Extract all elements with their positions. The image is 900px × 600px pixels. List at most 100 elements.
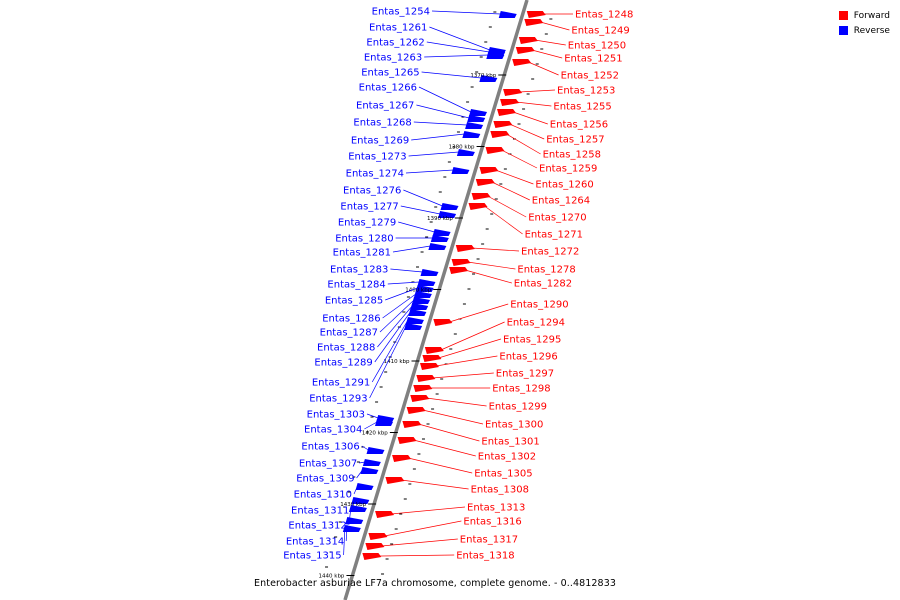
leader-line	[471, 247, 520, 252]
leader-line	[528, 61, 559, 76]
gene-label[interactable]: Entas_1302	[478, 452, 536, 463]
gene-label[interactable]: Entas_1306	[301, 442, 359, 453]
leader-line	[408, 457, 473, 474]
leader-line	[391, 506, 466, 515]
gene-label[interactable]: Entas_1297	[496, 369, 554, 380]
gene-label[interactable]: Entas_1293	[309, 394, 367, 405]
gene-label[interactable]: Entas_1294	[507, 318, 565, 329]
gene-label[interactable]: Entas_1269	[351, 136, 409, 147]
gene-label[interactable]: Entas_1298	[492, 384, 550, 395]
gene-label[interactable]: Entas_1272	[521, 247, 579, 258]
gene-label[interactable]: Entas_1315	[283, 551, 341, 562]
gene-label[interactable]: Entas_1284	[327, 280, 385, 291]
gene-label[interactable]: Entas_1296	[499, 352, 557, 363]
gene-block-entas-1274	[451, 167, 470, 174]
gene-label[interactable]: Entas_1299	[489, 402, 547, 413]
gene-label[interactable]: Entas_1309	[296, 474, 354, 485]
scale-tick-label: 1390 kbp	[427, 216, 453, 222]
gene-label[interactable]: Entas_1259	[539, 164, 597, 175]
gene-label[interactable]: Entas_1249	[571, 26, 629, 37]
gene-block-entas-1258	[490, 131, 510, 138]
gene-block-entas-1277	[438, 211, 457, 218]
gene-label[interactable]: Entas_1267	[356, 101, 414, 112]
gene-block-entas-1278	[451, 259, 471, 266]
gene-block-entas-1253	[503, 89, 523, 96]
leader-line	[379, 299, 415, 333]
gene-label[interactable]: Entas_1278	[517, 265, 575, 276]
gene-label[interactable]: Entas_1311	[291, 506, 349, 517]
leader-line	[501, 149, 538, 169]
gene-label[interactable]: Entas_1310	[294, 490, 352, 501]
gene-block-entas-1267	[467, 115, 486, 122]
gene-label[interactable]: Entas_1260	[535, 180, 593, 191]
gene-block-entas-1280	[430, 235, 449, 242]
gene-label[interactable]: Entas_1262	[366, 38, 424, 49]
leader-line	[484, 205, 523, 235]
gene-label[interactable]: Entas_1308	[471, 485, 529, 496]
gene-label[interactable]: Entas_1295	[503, 335, 561, 346]
gene-block-entas-1279	[432, 229, 451, 236]
gene-block-entas-1272	[455, 245, 475, 252]
gene-label[interactable]: Entas_1312	[288, 521, 346, 532]
gene-label[interactable]: Entas_1252	[561, 71, 619, 82]
leader-line	[449, 303, 509, 323]
gene-label[interactable]: Entas_1277	[340, 202, 398, 213]
scale-tick-label: 1430 kbp	[340, 502, 366, 508]
leader-line	[405, 169, 454, 174]
gene-label[interactable]: Entas_1287	[320, 328, 378, 339]
gene-label[interactable]: Entas_1253	[557, 86, 615, 97]
gene-label[interactable]: Entas_1283	[330, 265, 388, 276]
gene-label[interactable]: Entas_1307	[299, 459, 357, 470]
gene-label[interactable]: Entas_1280	[335, 234, 393, 245]
gene-label[interactable]: Entas_1255	[553, 102, 611, 113]
gene-label[interactable]: Entas_1257	[546, 135, 604, 146]
gene-label[interactable]: Entas_1265	[361, 68, 419, 79]
leader-line	[426, 41, 490, 53]
gene-label[interactable]: Entas_1279	[338, 218, 396, 229]
gene-label[interactable]: Entas_1285	[325, 296, 383, 307]
gene-label[interactable]: Entas_1250	[568, 41, 626, 52]
gene-label[interactable]: Entas_1266	[359, 83, 417, 94]
gene-label[interactable]: Entas_1303	[307, 410, 365, 421]
gene-label[interactable]: Entas_1291	[312, 378, 370, 389]
gene-label[interactable]: Entas_1281	[333, 248, 391, 259]
gene-label[interactable]: Entas_1317	[460, 535, 518, 546]
gene-label[interactable]: Entas_1263	[364, 53, 422, 64]
scale-tick-label: 1420 kbp	[362, 431, 388, 437]
gene-label[interactable]: Entas_1316	[463, 517, 521, 528]
gene-label[interactable]: Entas_1289	[314, 358, 372, 369]
gene-label[interactable]: Entas_1251	[564, 54, 622, 65]
gene-label[interactable]: Entas_1270	[528, 213, 586, 224]
gene-label[interactable]: Entas_1268	[353, 118, 411, 129]
gene-label[interactable]: Entas_1304	[304, 425, 362, 436]
gene-label[interactable]: Entas_1300	[485, 420, 543, 431]
gene-label[interactable]: Entas_1288	[317, 343, 375, 354]
gene-label[interactable]: Entas_1276	[343, 186, 401, 197]
leader-line	[392, 245, 431, 253]
gene-label[interactable]: Entas_1271	[525, 230, 583, 241]
leader-line	[431, 10, 501, 15]
gene-label[interactable]: Entas_1264	[532, 196, 590, 207]
leader-line	[531, 49, 563, 59]
gene-label[interactable]: Entas_1290	[510, 300, 568, 311]
gene-label[interactable]: Entas_1282	[514, 279, 572, 290]
gene-label[interactable]: Entas_1273	[348, 152, 406, 163]
gene-label[interactable]: Entas_1261	[369, 23, 427, 34]
gene-label[interactable]: Entas_1318	[456, 551, 514, 562]
gene-label[interactable]: Entas_1301	[481, 437, 539, 448]
gene-label[interactable]: Entas_1256	[550, 120, 608, 131]
gene-label[interactable]: Entas_1313	[467, 503, 525, 514]
leader-line	[438, 338, 502, 359]
gene-block-entas-1249	[524, 19, 544, 26]
gene-block-entas-1317	[365, 543, 385, 550]
leader-line	[516, 101, 552, 107]
gene-label[interactable]: Entas_1258	[543, 150, 601, 161]
gene-label[interactable]: Entas_1305	[474, 469, 532, 480]
gene-label[interactable]: Entas_1286	[322, 314, 380, 325]
leader-line	[403, 189, 443, 207]
gene-label[interactable]: Entas_1254	[372, 7, 430, 18]
gene-label[interactable]: Entas_1314	[286, 537, 344, 548]
leader-line	[377, 305, 413, 348]
gene-label[interactable]: Entas_1248	[575, 10, 633, 21]
gene-label[interactable]: Entas_1274	[346, 169, 404, 180]
